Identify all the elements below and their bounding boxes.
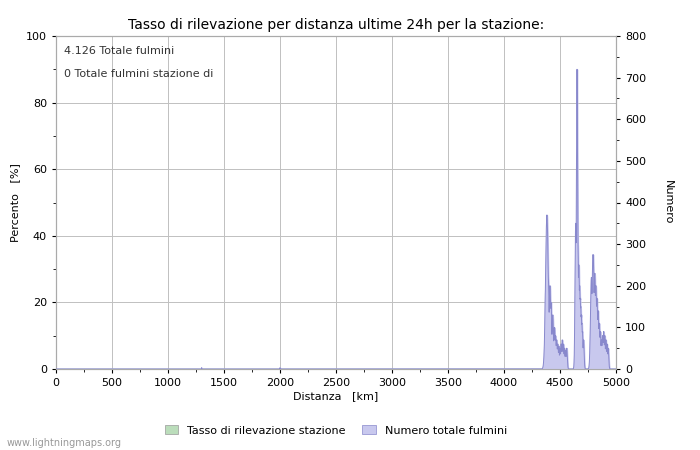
X-axis label: Distanza   [km]: Distanza [km] xyxy=(293,391,379,401)
Legend: Tasso di rilevazione stazione, Numero totale fulmini: Tasso di rilevazione stazione, Numero to… xyxy=(160,421,512,440)
Y-axis label: Numero: Numero xyxy=(663,180,673,225)
Y-axis label: Percento   [%]: Percento [%] xyxy=(10,163,20,242)
Title: Tasso di rilevazione per distanza ultime 24h per la stazione:: Tasso di rilevazione per distanza ultime… xyxy=(128,18,544,32)
Text: 0 Totale fulmini stazione di: 0 Totale fulmini stazione di xyxy=(64,69,214,79)
Text: 4.126 Totale fulmini: 4.126 Totale fulmini xyxy=(64,46,175,56)
Text: www.lightningmaps.org: www.lightningmaps.org xyxy=(7,438,122,448)
